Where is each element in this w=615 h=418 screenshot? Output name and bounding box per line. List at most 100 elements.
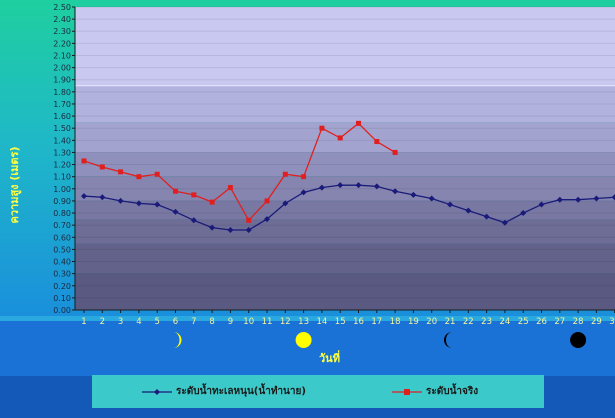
y-tick-label: 1.20 xyxy=(53,161,71,170)
waxing-crescent-icon xyxy=(173,332,182,348)
data-point xyxy=(154,171,160,177)
data-point xyxy=(118,169,124,175)
data-point xyxy=(392,188,399,195)
data-point xyxy=(227,185,233,191)
y-tick-label: 0.60 xyxy=(53,233,71,242)
data-point xyxy=(99,164,105,170)
y-tick-label: 0.20 xyxy=(53,282,71,291)
x-tick-label: 15 xyxy=(335,317,346,327)
data-point xyxy=(392,149,398,155)
waning-crescent-icon xyxy=(444,332,452,348)
x-tick-label: 26 xyxy=(536,317,547,327)
y-tick-label: 1.40 xyxy=(53,136,71,145)
x-tick-label: 24 xyxy=(499,317,510,327)
data-point xyxy=(99,194,106,201)
y-tick-label: 0.00 xyxy=(53,306,71,315)
data-point xyxy=(556,196,563,203)
x-tick-label: 27 xyxy=(554,317,565,327)
x-tick-label: 29 xyxy=(591,317,602,327)
x-axis-label: วันที่ xyxy=(319,352,340,365)
data-point xyxy=(300,189,307,196)
x-tick-label: 13 xyxy=(298,317,309,327)
series-line-1 xyxy=(83,122,396,222)
y-tick-label: 2.30 xyxy=(53,27,71,36)
plot-band xyxy=(75,273,615,310)
x-tick-label: 12 xyxy=(280,317,291,327)
data-point xyxy=(173,188,178,194)
x-tick-label: 20 xyxy=(426,317,437,327)
x-tick-label: 22 xyxy=(463,317,474,327)
x-tick-label: 17 xyxy=(371,317,382,327)
moon-band xyxy=(0,318,615,376)
data-point xyxy=(483,213,490,220)
data-point xyxy=(209,199,215,205)
legend: ระดับน้ำทะเลหนุน(น้ำทำนาย) ระดับน้ำจริง xyxy=(92,375,544,408)
data-point xyxy=(593,195,600,202)
x-tick-label: 19 xyxy=(408,317,419,327)
data-point xyxy=(410,191,417,198)
y-tick-label: 0.90 xyxy=(53,197,71,206)
data-point xyxy=(465,207,472,214)
y-tick-label: 0.10 xyxy=(53,294,71,303)
data-point xyxy=(428,195,435,202)
x-tick-label: 3 xyxy=(118,317,123,327)
y-tick-label: 2.10 xyxy=(53,51,71,60)
plot-band xyxy=(75,219,615,244)
data-point xyxy=(575,196,582,203)
data-point xyxy=(301,174,307,180)
y-tick-label: 1.80 xyxy=(53,88,71,97)
x-tick-label: 8 xyxy=(209,317,214,327)
plot-band xyxy=(75,152,615,177)
data-point xyxy=(319,125,325,131)
data-point xyxy=(264,198,270,204)
y-tick-label: 0.30 xyxy=(53,270,71,279)
x-tick-label: 23 xyxy=(481,317,492,327)
data-point xyxy=(81,158,87,164)
data-point xyxy=(246,217,252,223)
square-marker-icon xyxy=(392,388,422,395)
x-tick-label: 10 xyxy=(243,317,254,327)
y-tick-label: 1.70 xyxy=(53,100,71,109)
data-point xyxy=(374,139,380,145)
data-point xyxy=(356,120,361,126)
y-axis-label-text: ความสูง (เมตร) xyxy=(8,146,21,224)
data-point xyxy=(355,182,362,189)
new-moon-icon xyxy=(570,332,587,348)
data-point xyxy=(117,197,124,204)
data-point xyxy=(501,219,508,226)
data-point xyxy=(447,201,453,208)
x-tick-label: 5 xyxy=(154,317,159,327)
data-point xyxy=(190,217,197,224)
plot-band xyxy=(75,243,615,274)
legend-label-actual: ระดับน้ำจริง xyxy=(426,386,479,397)
x-tick-label: 30 xyxy=(609,317,615,327)
y-tick-label: 1.10 xyxy=(53,173,71,182)
data-point xyxy=(245,227,252,234)
data-point xyxy=(538,201,545,208)
y-tick-label: 1.30 xyxy=(53,148,71,157)
x-tick-label: 25 xyxy=(518,317,529,327)
y-axis-label: ความสูง (เมตร) xyxy=(2,120,26,250)
x-tick-label: 28 xyxy=(573,317,584,327)
y-tick-label: 2.40 xyxy=(53,15,71,24)
data-point xyxy=(172,208,179,215)
x-tick-label: 21 xyxy=(445,317,456,327)
data-point xyxy=(282,200,289,207)
data-point xyxy=(191,192,197,198)
data-point xyxy=(337,182,344,189)
data-point xyxy=(209,224,216,231)
x-tick-label: 7 xyxy=(191,317,196,327)
x-tick-label: 11 xyxy=(262,317,273,327)
y-tick-label: 1.60 xyxy=(53,112,71,121)
data-point xyxy=(373,183,380,190)
data-point xyxy=(135,200,142,207)
data-point xyxy=(611,194,615,201)
x-tick-label: 9 xyxy=(228,317,233,327)
data-point xyxy=(81,193,87,200)
y-tick-label: 0.40 xyxy=(53,258,71,267)
legend-item-actual: ระดับน้ำจริง xyxy=(392,375,478,408)
x-tick-label: 14 xyxy=(316,317,327,327)
y-tick-label: 1.00 xyxy=(53,185,71,194)
